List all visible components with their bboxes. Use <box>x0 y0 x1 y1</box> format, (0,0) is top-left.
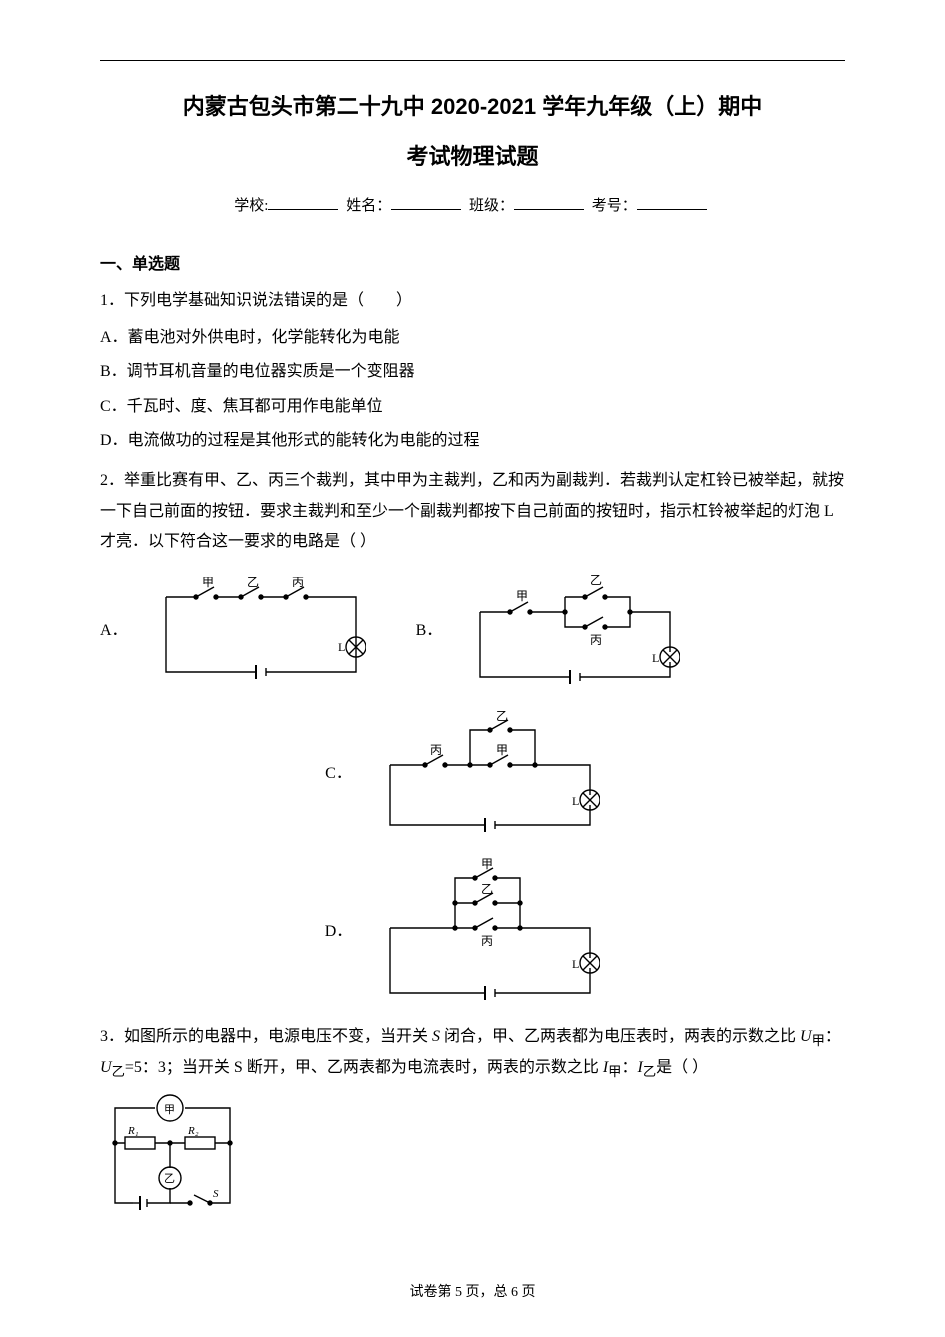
page-footer: 试卷第 5 页，总 6 页 <box>0 1280 945 1307</box>
page-subtitle: 考试物理试题 <box>100 136 845 178</box>
q1-opt-b: B．调节耳机音量的电位器实质是一个变阻器 <box>100 357 845 387</box>
svg-text:乙: 乙 <box>247 577 259 589</box>
svg-text:S: S <box>213 1188 219 1200</box>
svg-text:甲: 甲 <box>516 589 528 603</box>
svg-text:L: L <box>652 651 659 665</box>
svg-text:丙: 丙 <box>590 633 602 647</box>
svg-text:丙: 丙 <box>292 577 304 589</box>
q2-stem: 2．举重比赛有甲、乙、丙三个裁判，其中甲为主裁判，乙和丙为副裁判．若裁判认定杠铃… <box>100 466 845 557</box>
svg-text:甲: 甲 <box>496 743 508 757</box>
svg-text:L: L <box>338 640 345 654</box>
svg-text:乙: 乙 <box>481 882 493 896</box>
class-label: 班级： <box>469 198 514 214</box>
svg-text:L: L <box>572 957 579 971</box>
svg-text:甲: 甲 <box>202 577 214 589</box>
school-blank[interactable] <box>268 194 338 210</box>
q2-label-a: A． <box>100 616 128 646</box>
q2-circuit-a: 甲 乙 丙 L <box>156 577 366 687</box>
q3-circuit: 甲 乙 R₁ R₂ S <box>100 1093 845 1218</box>
page-title: 内蒙古包头市第二十九中 2020-2021 学年九年级（上）期中 <box>100 86 845 128</box>
svg-text:甲: 甲 <box>164 1104 175 1116</box>
section-1-heading: 一、单选题 <box>100 250 845 280</box>
student-info-line: 学校: 姓名： 班级： 考号： <box>100 192 845 221</box>
q1-opt-d: D．电流做功的过程是其他形式的能转化为电能的过程 <box>100 426 845 456</box>
name-label: 姓名： <box>346 198 391 214</box>
svg-text:丙: 丙 <box>481 934 493 948</box>
svg-text:乙: 乙 <box>590 573 602 587</box>
q2-circuit-d: 甲 乙 丙 L <box>380 858 600 1008</box>
svg-text:R₁: R₁ <box>127 1125 139 1137</box>
id-label: 考号： <box>592 198 637 214</box>
id-blank[interactable] <box>637 194 707 210</box>
q2-circuit-b: 甲 乙 丙 L <box>470 572 680 692</box>
q2-label-b: B． <box>416 616 443 646</box>
q1-opt-a: A．蓄电池对外供电时，化学能转化为电能 <box>100 323 845 353</box>
q2-row-ab: A． 甲 乙 丙 L B． <box>100 568 845 696</box>
svg-text:乙: 乙 <box>164 1172 175 1185</box>
school-label: 学校: <box>234 198 268 214</box>
svg-text:甲: 甲 <box>481 858 493 871</box>
q2-row-c: C． 丙 乙 甲 L <box>100 706 845 844</box>
q1-stem: 1．下列电学基础知识说法错误的是（ ） <box>100 286 845 316</box>
svg-text:L: L <box>572 794 579 808</box>
name-blank[interactable] <box>391 194 461 210</box>
q3-stem: 3．如图所示的电器中，电源电压不变，当开关 S 闭合，甲、乙两表都为电压表时，两… <box>100 1022 845 1085</box>
q2-label-d: D． <box>325 917 353 947</box>
q2-label-c: C． <box>325 759 352 789</box>
q1-opt-c: C．千瓦时、度、焦耳都可用作电能单位 <box>100 392 845 422</box>
q2-circuit-c: 丙 乙 甲 L <box>380 710 600 840</box>
class-blank[interactable] <box>514 194 584 210</box>
svg-text:乙: 乙 <box>496 710 508 723</box>
svg-text:丙: 丙 <box>430 743 442 757</box>
svg-text:R₂: R₂ <box>187 1125 199 1137</box>
q2-row-d: D． 甲 乙 丙 L <box>100 854 845 1012</box>
